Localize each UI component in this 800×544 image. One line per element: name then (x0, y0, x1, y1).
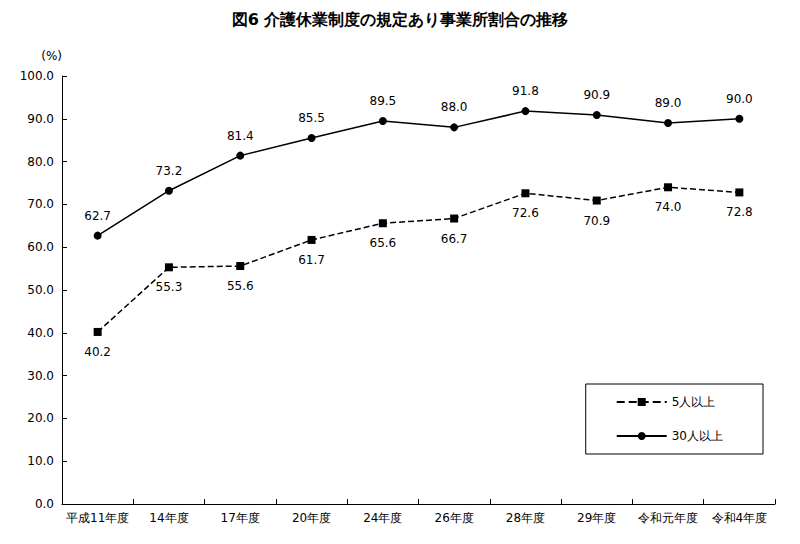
svg-text:5人以上: 5人以上 (672, 395, 716, 409)
svg-text:10.0: 10.0 (27, 454, 54, 468)
svg-text:89.0: 89.0 (655, 96, 682, 110)
svg-text:66.7: 66.7 (441, 232, 468, 246)
svg-text:0.0: 0.0 (35, 497, 54, 511)
svg-text:26年度: 26年度 (435, 511, 474, 525)
svg-text:令和元年度: 令和元年度 (638, 511, 698, 525)
svg-text:28年度: 28年度 (506, 511, 545, 525)
svg-text:91.8: 91.8 (512, 84, 539, 98)
svg-text:30.0: 30.0 (27, 369, 54, 383)
svg-text:50.0: 50.0 (27, 283, 54, 297)
svg-text:令和4年度: 令和4年度 (712, 511, 768, 525)
svg-text:100.0: 100.0 (20, 69, 54, 83)
svg-text:24年度: 24年度 (363, 511, 402, 525)
svg-text:65.6: 65.6 (369, 236, 396, 250)
svg-text:70.9: 70.9 (583, 214, 610, 228)
svg-text:(%): (%) (41, 49, 62, 63)
svg-text:70.0: 70.0 (27, 197, 54, 211)
svg-text:図6 介護休業制度の規定あり事業所割合の推移: 図6 介護休業制度の規定あり事業所割合の推移 (232, 10, 569, 29)
svg-text:20年度: 20年度 (292, 511, 331, 525)
svg-text:90.0: 90.0 (726, 92, 753, 106)
svg-text:90.9: 90.9 (583, 88, 610, 102)
svg-text:72.8: 72.8 (726, 205, 753, 219)
svg-text:14年度: 14年度 (149, 511, 188, 525)
svg-text:40.0: 40.0 (27, 326, 54, 340)
svg-text:61.7: 61.7 (298, 253, 325, 267)
svg-text:88.0: 88.0 (441, 100, 468, 114)
svg-text:80.0: 80.0 (27, 155, 54, 169)
svg-text:17年度: 17年度 (221, 511, 260, 525)
svg-text:74.0: 74.0 (655, 200, 682, 214)
svg-text:89.5: 89.5 (369, 94, 396, 108)
svg-text:55.3: 55.3 (156, 280, 183, 294)
svg-text:62.7: 62.7 (84, 209, 111, 223)
svg-text:60.0: 60.0 (27, 240, 54, 254)
svg-text:90.0: 90.0 (27, 112, 54, 126)
svg-text:85.5: 85.5 (298, 111, 325, 125)
svg-text:29年度: 29年度 (577, 511, 616, 525)
svg-text:55.6: 55.6 (227, 279, 254, 293)
svg-text:40.2: 40.2 (84, 345, 111, 359)
svg-text:30人以上: 30人以上 (672, 429, 723, 443)
svg-text:81.4: 81.4 (227, 129, 254, 143)
svg-text:平成11年度: 平成11年度 (66, 511, 129, 525)
svg-text:73.2: 73.2 (156, 164, 183, 178)
svg-text:20.0: 20.0 (27, 411, 54, 425)
svg-text:72.6: 72.6 (512, 206, 539, 220)
